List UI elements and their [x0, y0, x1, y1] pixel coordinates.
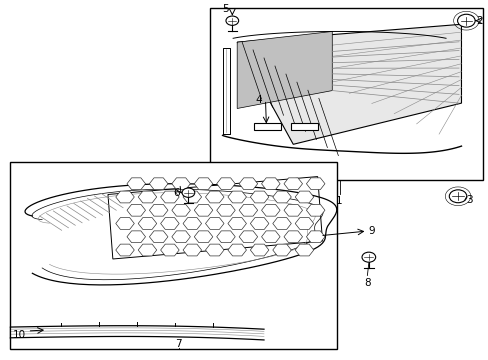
Polygon shape	[254, 123, 281, 130]
Polygon shape	[108, 176, 322, 259]
Text: 4: 4	[254, 95, 261, 104]
Polygon shape	[237, 31, 331, 108]
Bar	[210, 8, 483, 180]
Circle shape	[225, 16, 238, 25]
Text: 5: 5	[222, 4, 229, 14]
Circle shape	[457, 14, 474, 27]
Polygon shape	[237, 24, 461, 144]
Circle shape	[448, 190, 466, 203]
Bar	[10, 162, 336, 348]
Text: 8: 8	[364, 278, 370, 288]
Text: 6: 6	[173, 188, 180, 198]
Circle shape	[182, 188, 194, 197]
Circle shape	[361, 252, 375, 262]
Text: 3: 3	[466, 195, 472, 205]
Text: 9: 9	[368, 226, 375, 236]
Text: 2: 2	[475, 16, 482, 26]
Polygon shape	[290, 123, 317, 130]
Text: 7: 7	[175, 339, 182, 349]
Text: 1: 1	[336, 196, 342, 206]
Text: 10: 10	[13, 330, 26, 340]
